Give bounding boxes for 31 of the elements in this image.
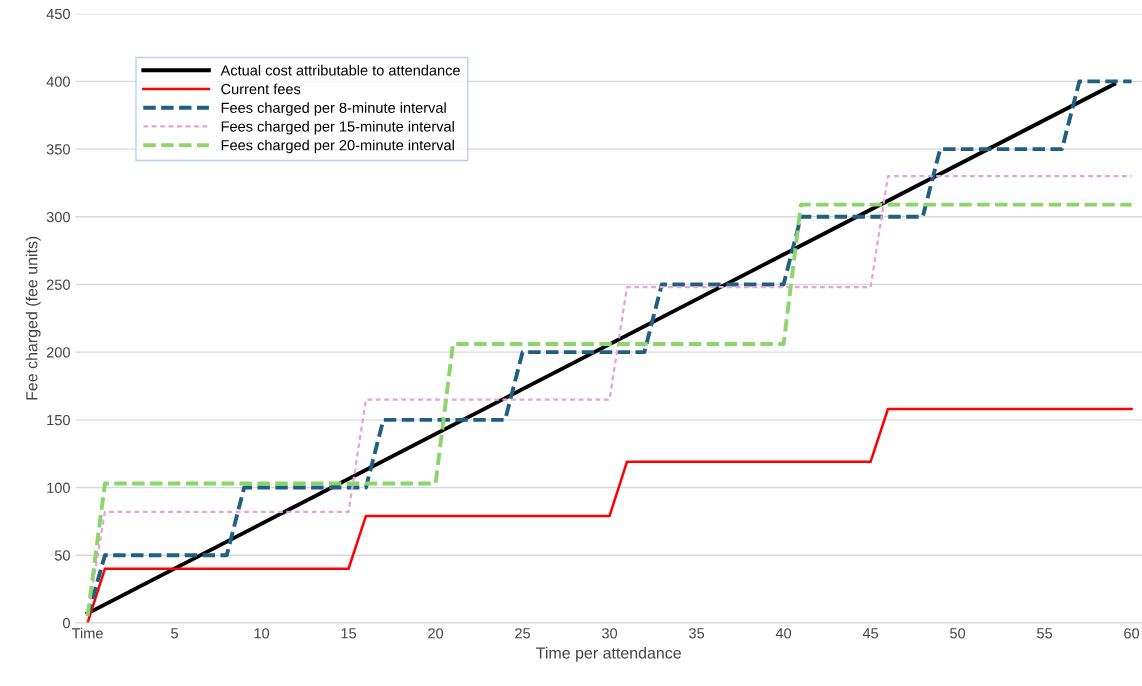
- y-tick-label: 350: [46, 144, 70, 155]
- x-tick-label: 30: [602, 628, 618, 639]
- y-tick-label: 200: [46, 347, 70, 358]
- y-tick-label: 50: [54, 550, 70, 561]
- legend-label: Fees charged per 8-minute interval: [221, 102, 446, 116]
- y-tick-label: 0: [62, 617, 70, 629]
- y-tick-label: 400: [46, 76, 70, 87]
- legend-label: Current fees: [221, 83, 301, 95]
- x-tick-label: 25: [515, 628, 531, 639]
- x-tick-label: 35: [689, 628, 705, 639]
- legend-label: Fees charged per 20-minute interval: [221, 139, 454, 154]
- x-tick-label: 55: [1037, 628, 1053, 639]
- x-tick-label: 40: [775, 628, 792, 639]
- x-tick-label: 5: [171, 628, 178, 639]
- y-tick-label: 250: [46, 279, 70, 290]
- x-tick-label: 15: [341, 628, 357, 639]
- line-series: [86, 407, 1133, 623]
- y-tick-label: 100: [47, 482, 70, 493]
- y-tick-label: 150: [47, 414, 70, 426]
- y-tick-label: 450: [46, 8, 70, 20]
- x-tick-label: Time: [71, 627, 103, 639]
- x-tick-label: 20: [428, 628, 444, 639]
- x-tick-label: 10: [254, 628, 270, 639]
- x-tick-label: 45: [862, 628, 879, 639]
- x-tick-label: 50: [950, 628, 966, 639]
- y-axis-title: Fee charged (fee units): [25, 236, 41, 400]
- legend-label: Fees charged per 15-minute interval: [221, 120, 454, 135]
- x-tick-label: 60: [1124, 628, 1140, 639]
- y-tick-label: 300: [46, 211, 70, 223]
- legend-label: Actual cost attributable to attendance: [220, 64, 460, 76]
- x-axis-title: Time per attendance: [536, 646, 681, 662]
